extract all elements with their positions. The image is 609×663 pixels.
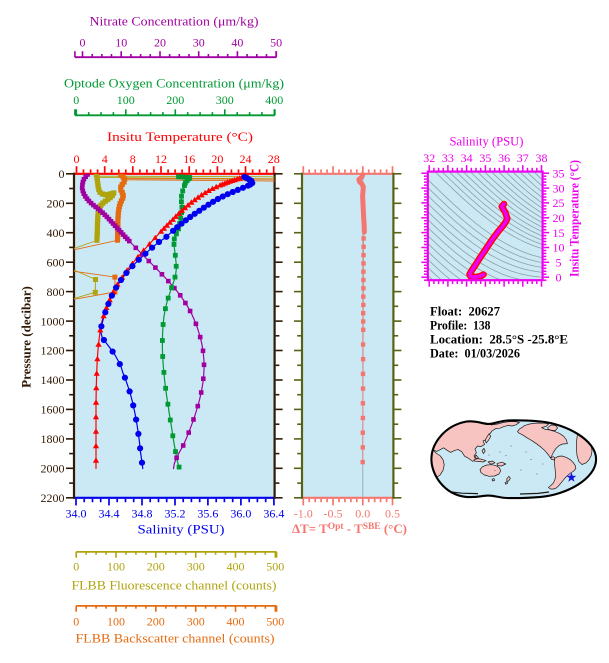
svg-text:Pressure (decibar): Pressure (decibar) xyxy=(19,286,34,388)
svg-text:Profile: 138: Profile: 138 xyxy=(430,318,491,332)
svg-text:100: 100 xyxy=(107,559,125,573)
svg-text:0: 0 xyxy=(556,270,562,284)
svg-text:Optode Oxygen Concentration (μ: Optode Oxygen Concentration (μm/kg) xyxy=(64,76,284,91)
svg-text:FLBB Backscatter channel (coun: FLBB Backscatter channel (counts) xyxy=(76,631,275,646)
svg-text:1000: 1000 xyxy=(41,314,65,328)
svg-text:FLBB Fluorescence channel (cou: FLBB Fluorescence channel (counts) xyxy=(72,578,277,593)
svg-text:35.2: 35.2 xyxy=(165,506,186,520)
svg-text:300: 300 xyxy=(187,614,205,628)
svg-text:400: 400 xyxy=(227,614,245,628)
svg-text:15: 15 xyxy=(553,226,565,240)
svg-text:34.8: 34.8 xyxy=(132,506,153,520)
svg-text:20: 20 xyxy=(154,36,166,50)
svg-text:0.0: 0.0 xyxy=(355,506,370,520)
svg-text:Salinity (PSU): Salinity (PSU) xyxy=(138,522,225,537)
svg-text:12: 12 xyxy=(155,152,167,166)
svg-text:2200: 2200 xyxy=(41,491,65,505)
svg-text:34.4: 34.4 xyxy=(99,506,120,520)
svg-text:0: 0 xyxy=(59,167,65,181)
svg-text:38: 38 xyxy=(536,151,548,165)
svg-text:-1.0: -1.0 xyxy=(294,506,313,520)
svg-text:500: 500 xyxy=(266,559,284,573)
svg-text:600: 600 xyxy=(47,255,65,269)
svg-text:36.4: 36.4 xyxy=(263,506,284,520)
svg-text:35: 35 xyxy=(553,166,565,180)
svg-text:200: 200 xyxy=(147,559,165,573)
svg-text:Insitu Temperature (°C): Insitu Temperature (°C) xyxy=(568,160,582,277)
svg-text:50: 50 xyxy=(270,36,282,50)
svg-text:36: 36 xyxy=(498,151,510,165)
svg-text:-0.5: -0.5 xyxy=(324,506,343,520)
svg-text:5: 5 xyxy=(556,256,562,270)
svg-text:400: 400 xyxy=(265,93,283,107)
svg-text:10: 10 xyxy=(553,241,565,255)
svg-text:400: 400 xyxy=(47,226,65,240)
svg-text:34.0: 34.0 xyxy=(66,506,87,520)
svg-text:33: 33 xyxy=(442,151,454,165)
svg-text:25: 25 xyxy=(553,196,565,210)
svg-text:0: 0 xyxy=(73,559,79,573)
svg-text:30: 30 xyxy=(553,181,565,195)
svg-text:1200: 1200 xyxy=(41,344,65,358)
svg-text:30: 30 xyxy=(193,36,205,50)
svg-text:0: 0 xyxy=(73,614,79,628)
svg-text:Nitrate Concentration (μm/kg): Nitrate Concentration (μm/kg) xyxy=(90,14,259,29)
svg-text:32: 32 xyxy=(423,151,435,165)
svg-text:300: 300 xyxy=(187,559,205,573)
svg-text:Salinity (PSU): Salinity (PSU) xyxy=(450,135,524,149)
svg-text:4: 4 xyxy=(102,152,108,166)
svg-text:500: 500 xyxy=(266,614,284,628)
svg-text:400: 400 xyxy=(227,559,245,573)
svg-text:1400: 1400 xyxy=(41,373,65,387)
svg-text:28: 28 xyxy=(268,152,280,166)
svg-text:0.5: 0.5 xyxy=(385,506,400,520)
svg-text:ΔT= TOpt - TSBE (°C): ΔT= TOpt - TSBE (°C) xyxy=(292,521,407,536)
svg-text:20: 20 xyxy=(211,152,223,166)
svg-text:10: 10 xyxy=(115,36,127,50)
svg-text:100: 100 xyxy=(107,614,125,628)
svg-text:200: 200 xyxy=(147,614,165,628)
svg-text:2000: 2000 xyxy=(41,462,65,476)
svg-text:24: 24 xyxy=(240,152,252,166)
svg-text:0: 0 xyxy=(73,93,79,107)
svg-text:1600: 1600 xyxy=(41,403,65,417)
svg-text:8: 8 xyxy=(130,152,136,166)
svg-text:35.6: 35.6 xyxy=(197,506,218,520)
svg-text:300: 300 xyxy=(216,93,234,107)
svg-text:Insitu Temperature (°C): Insitu Temperature (°C) xyxy=(107,129,253,144)
svg-text:36.0: 36.0 xyxy=(230,506,251,520)
svg-text:20: 20 xyxy=(553,211,565,225)
svg-text:100: 100 xyxy=(117,93,135,107)
svg-text:200: 200 xyxy=(166,93,184,107)
svg-text:800: 800 xyxy=(47,285,65,299)
svg-text:0: 0 xyxy=(74,152,80,166)
svg-text:35: 35 xyxy=(479,151,491,165)
svg-text:0: 0 xyxy=(80,36,86,50)
svg-text:Date: 01/03/2026: Date: 01/03/2026 xyxy=(430,346,520,360)
svg-text:1800: 1800 xyxy=(41,432,65,446)
svg-text:Float: 20627: Float: 20627 xyxy=(430,304,500,318)
svg-text:34: 34 xyxy=(461,151,473,165)
svg-text:Location: 28.5°S -25.8°E: Location: 28.5°S -25.8°E xyxy=(430,332,568,346)
svg-text:37: 37 xyxy=(517,151,529,165)
svg-text:40: 40 xyxy=(231,36,243,50)
svg-text:200: 200 xyxy=(47,197,65,211)
svg-text:16: 16 xyxy=(183,152,195,166)
